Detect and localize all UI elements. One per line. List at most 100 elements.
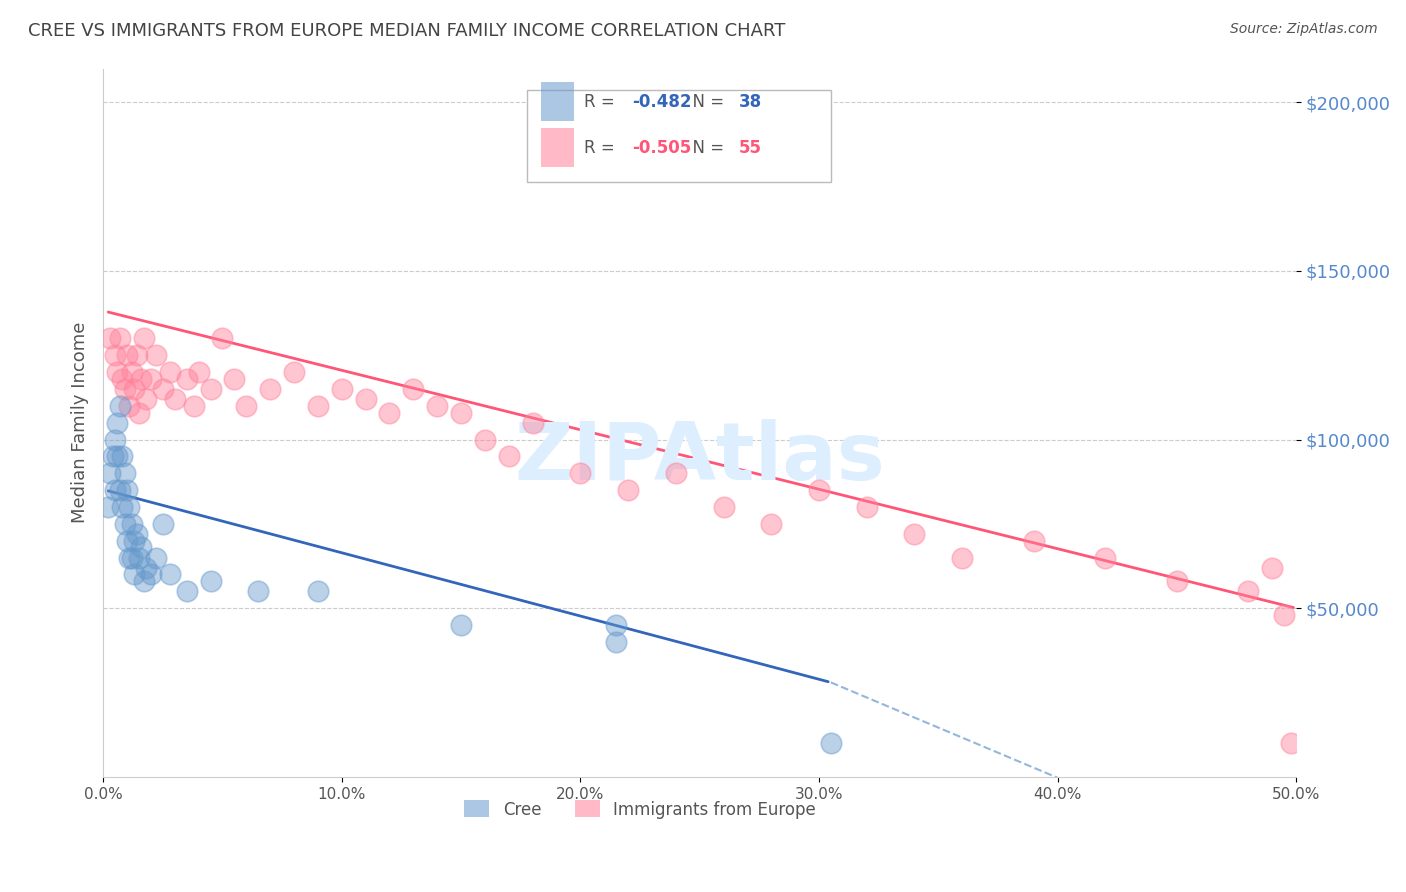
Point: [128, 550, 150, 565]
Text: R =: R =: [583, 139, 620, 157]
Point: [1237, 584, 1260, 599]
Point: [761, 516, 783, 531]
Point: [605, 618, 627, 632]
Point: [569, 467, 592, 481]
Point: [354, 392, 377, 406]
Point: [402, 382, 425, 396]
Point: [115, 533, 138, 548]
Point: [450, 618, 472, 632]
Point: [111, 372, 134, 386]
Text: -0.505: -0.505: [631, 139, 690, 157]
Point: [104, 483, 127, 498]
Point: [1166, 574, 1188, 589]
Text: ZIPAtlas: ZIPAtlas: [515, 419, 884, 497]
Bar: [541, 82, 575, 121]
Point: [307, 584, 329, 599]
Text: 38: 38: [740, 93, 762, 111]
Point: [104, 433, 127, 447]
Point: [235, 399, 257, 413]
FancyBboxPatch shape: [527, 90, 831, 182]
Point: [118, 399, 141, 413]
Point: [98, 467, 121, 481]
Point: [247, 584, 270, 599]
Point: [115, 483, 138, 498]
Point: [108, 399, 131, 413]
Point: [108, 331, 131, 345]
Point: [176, 584, 198, 599]
Point: [101, 450, 124, 464]
Point: [163, 392, 186, 406]
Point: [152, 516, 174, 531]
Point: [139, 372, 162, 386]
Point: [111, 450, 134, 464]
Point: [820, 736, 842, 750]
Point: [1272, 607, 1295, 622]
Point: [665, 467, 688, 481]
Point: [118, 550, 141, 565]
Point: [114, 382, 136, 396]
Point: [159, 567, 181, 582]
Point: [159, 365, 181, 379]
Point: [211, 331, 233, 345]
Point: [115, 348, 138, 362]
Point: [128, 406, 150, 420]
Point: [98, 331, 121, 345]
Point: [187, 365, 209, 379]
Point: [122, 567, 145, 582]
Point: [1022, 533, 1045, 548]
Point: [283, 365, 305, 379]
Point: [605, 635, 627, 649]
Text: R =: R =: [583, 93, 620, 111]
Point: [330, 382, 353, 396]
Point: [121, 365, 143, 379]
Point: [122, 533, 145, 548]
Text: N =: N =: [682, 139, 730, 157]
Point: [118, 500, 141, 514]
Point: [121, 516, 143, 531]
Point: [139, 567, 162, 582]
Point: [1279, 736, 1302, 750]
Point: [950, 550, 973, 565]
Y-axis label: Median Family Income: Median Family Income: [72, 322, 89, 524]
Point: [97, 500, 120, 514]
Text: -0.482: -0.482: [631, 93, 692, 111]
Point: [426, 399, 449, 413]
Legend: Cree, Immigrants from Europe: Cree, Immigrants from Europe: [458, 794, 823, 825]
Point: [108, 483, 131, 498]
Point: [125, 527, 148, 541]
Point: [1094, 550, 1116, 565]
Point: [122, 382, 145, 396]
Point: [498, 450, 520, 464]
Text: N =: N =: [682, 93, 730, 111]
Point: [104, 348, 127, 362]
Point: [107, 416, 129, 430]
Point: [111, 500, 134, 514]
Point: [378, 406, 401, 420]
Point: [474, 433, 496, 447]
Text: 55: 55: [740, 139, 762, 157]
Point: [125, 348, 148, 362]
Point: [855, 500, 877, 514]
Point: [903, 527, 925, 541]
Point: [114, 467, 136, 481]
Point: [807, 483, 830, 498]
Point: [200, 574, 222, 589]
Point: [145, 348, 167, 362]
Point: [152, 382, 174, 396]
Point: [176, 372, 198, 386]
Point: [145, 550, 167, 565]
Point: [224, 372, 246, 386]
Point: [107, 450, 129, 464]
Text: Source: ZipAtlas.com: Source: ZipAtlas.com: [1230, 22, 1378, 37]
Point: [183, 399, 205, 413]
Point: [450, 406, 472, 420]
Point: [132, 331, 155, 345]
Point: [135, 560, 157, 574]
Point: [200, 382, 222, 396]
Point: [1261, 560, 1284, 574]
Point: [114, 516, 136, 531]
Point: [713, 500, 735, 514]
Point: [522, 416, 544, 430]
Point: [121, 550, 143, 565]
Point: [617, 483, 640, 498]
